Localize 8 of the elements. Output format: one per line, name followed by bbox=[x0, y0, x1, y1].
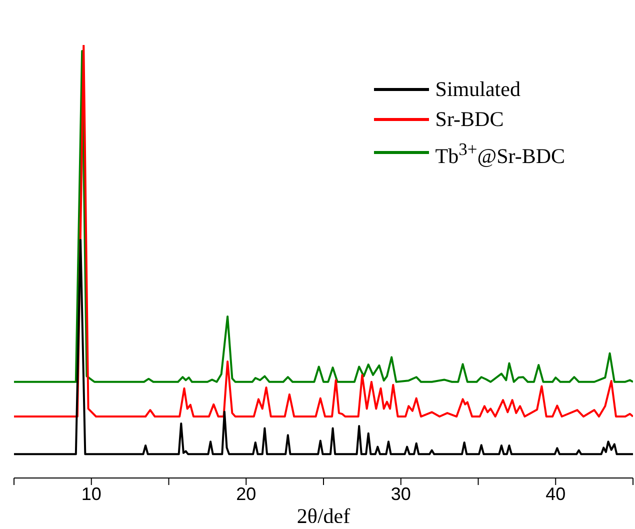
legend-label: Sr-BDC bbox=[435, 106, 504, 133]
x-tick-label: 20 bbox=[236, 484, 256, 504]
legend-label: Tb$^{3+}$@Sr-BDC bbox=[435, 138, 565, 170]
x-tick-label: 40 bbox=[546, 484, 566, 504]
x-tick-label: 30 bbox=[390, 484, 411, 504]
x-tick-label: 10 bbox=[81, 484, 102, 504]
x-axis-title: 2θ/def bbox=[296, 504, 350, 528]
legend-label: Simulated bbox=[435, 76, 520, 103]
